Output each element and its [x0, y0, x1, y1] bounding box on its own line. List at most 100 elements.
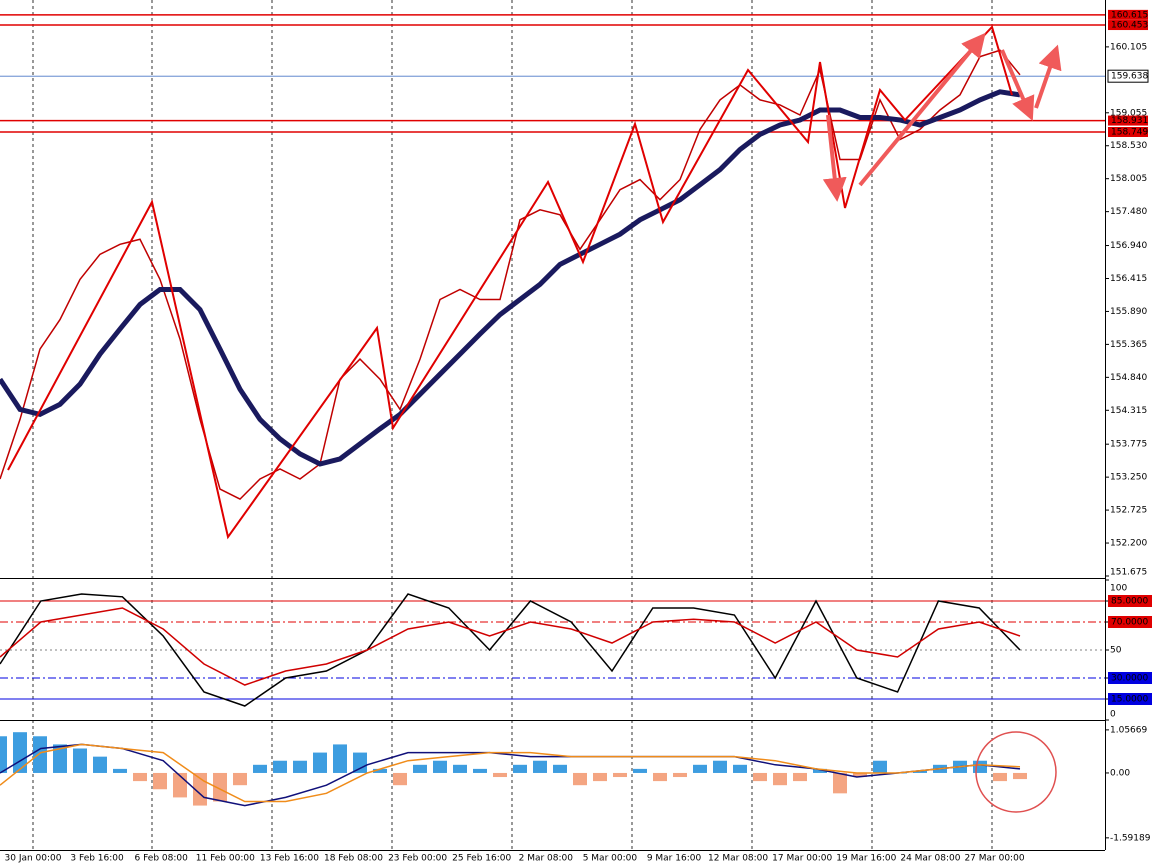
y-tick-label: -1.59189	[1110, 833, 1151, 843]
zigzag	[7, 25, 1013, 540]
y-tick-label: 30.0000	[1111, 674, 1148, 684]
series-line	[0, 89, 1021, 467]
y-tick-label: 1.05669	[1110, 726, 1147, 736]
y-tick-label: 100	[1110, 584, 1127, 594]
histogram-bar	[373, 768, 387, 773]
histogram-bar	[253, 764, 267, 773]
plot-area	[0, 14, 1105, 807]
y-tick-label: 151.675	[1110, 568, 1147, 578]
histogram-bar	[133, 772, 147, 782]
y-tick-label: 156.415	[1110, 274, 1147, 284]
level-label: 158.749	[1111, 127, 1148, 137]
histogram-bar	[213, 772, 227, 802]
y-tick-label: 157.480	[1110, 207, 1147, 217]
y-tick-label: 85.0000	[1111, 597, 1148, 607]
y-tick-label: 159.055	[1110, 108, 1147, 118]
y-tick-label: 153.250	[1110, 473, 1147, 483]
x-tick-label: 9 Mar 16:00	[647, 854, 702, 864]
y-tick-label: 15.0000	[1111, 695, 1148, 705]
histogram-bar	[53, 744, 67, 773]
series-line	[0, 607, 1021, 686]
y-tick-label: 160.105	[1110, 42, 1147, 52]
histogram-bar	[593, 772, 607, 782]
histogram-bar	[653, 772, 667, 782]
level-label-box	[1108, 115, 1148, 126]
histogram-bar	[733, 764, 747, 773]
histogram-bar	[293, 760, 307, 773]
histogram-bar	[33, 736, 47, 773]
histogram-bar	[473, 768, 487, 773]
level-label: 160.453	[1111, 21, 1148, 31]
time-grid	[32, 0, 993, 850]
histogram-bar	[393, 772, 407, 786]
y-tick-label: 155.365	[1110, 340, 1147, 350]
histogram-bar	[853, 772, 867, 778]
level-label-box	[1108, 595, 1152, 607]
histogram-bar	[713, 760, 727, 773]
x-tick-label: 3 Feb 16:00	[70, 854, 124, 864]
y-tick-label: 156.940	[1110, 241, 1147, 251]
series-line	[0, 743, 1021, 803]
histogram-bar	[113, 768, 127, 773]
histogram-bar	[13, 732, 27, 773]
histogram-bar	[673, 772, 687, 778]
y-tick-label: 155.890	[1110, 307, 1147, 317]
histogram-bar	[73, 748, 87, 773]
histogram-bar	[813, 768, 827, 773]
histogram-bar	[153, 772, 167, 790]
y-tick-label: 50	[1110, 646, 1122, 656]
histogram-bar	[633, 768, 647, 773]
histogram-bar	[453, 764, 467, 773]
histogram-bar	[333, 744, 347, 773]
histogram-bar	[873, 760, 887, 773]
x-tick-label: 5 Mar 00:00	[583, 854, 638, 864]
level-label: 158.931	[1111, 116, 1148, 126]
histogram-bar	[913, 770, 927, 773]
x-tick-label: 6 Feb 08:00	[135, 854, 189, 864]
y-tick-label: 152.200	[1110, 539, 1147, 549]
panel-borders	[0, 0, 1106, 851]
histogram-bar	[573, 772, 587, 786]
level-label: 160.615	[1111, 10, 1148, 20]
level-label-box	[1108, 672, 1152, 684]
current-price-label: 159.638	[1111, 72, 1148, 82]
histogram-bar	[993, 772, 1007, 782]
histogram-bar	[93, 756, 107, 773]
histogram-bar	[493, 772, 507, 778]
histogram-bar	[0, 736, 7, 773]
highlight-circle	[975, 731, 1057, 813]
current-price-box	[1107, 69, 1149, 83]
x-tick-label: 13 Feb 16:00	[260, 854, 319, 864]
histogram-bar	[973, 760, 987, 773]
y-tick-label: 152.725	[1110, 506, 1147, 516]
x-tick-label: 27 Mar 00:00	[964, 854, 1024, 864]
level-label-box	[1108, 9, 1148, 20]
histogram-bar	[233, 772, 247, 786]
x-tick-label: 24 Mar 08:00	[900, 854, 960, 864]
series-line	[0, 743, 1021, 807]
series-line	[0, 49, 1021, 501]
x-tick-label: 18 Feb 08:00	[324, 854, 383, 864]
histogram-bar	[433, 760, 447, 773]
x-tick-label: 2 Mar 08:00	[519, 854, 574, 864]
histogram-bar	[793, 772, 807, 782]
level-label-box	[1108, 126, 1148, 137]
x-tick-label: 11 Feb 00:00	[196, 854, 255, 864]
histogram-bar	[513, 764, 527, 773]
y-tick-label: 158.005	[1110, 174, 1147, 184]
x-tick-label: 30 Jan 00:00	[5, 854, 62, 864]
y-tick-label: 154.840	[1110, 373, 1147, 383]
histogram-bar	[753, 772, 767, 782]
series-line	[0, 593, 1021, 707]
y-tick-label: 153.775	[1110, 440, 1147, 450]
x-tick-label: 19 Mar 16:00	[836, 854, 896, 864]
histogram-bar	[353, 752, 367, 773]
y-tick-label: 70.0000	[1111, 618, 1148, 628]
y-tick-label: 154.315	[1110, 406, 1147, 416]
x-tick-label: 17 Mar 00:00	[772, 854, 832, 864]
level-label-box	[1108, 616, 1152, 628]
histogram-bar	[413, 764, 427, 773]
x-tick-label: 23 Feb 00:00	[388, 854, 447, 864]
